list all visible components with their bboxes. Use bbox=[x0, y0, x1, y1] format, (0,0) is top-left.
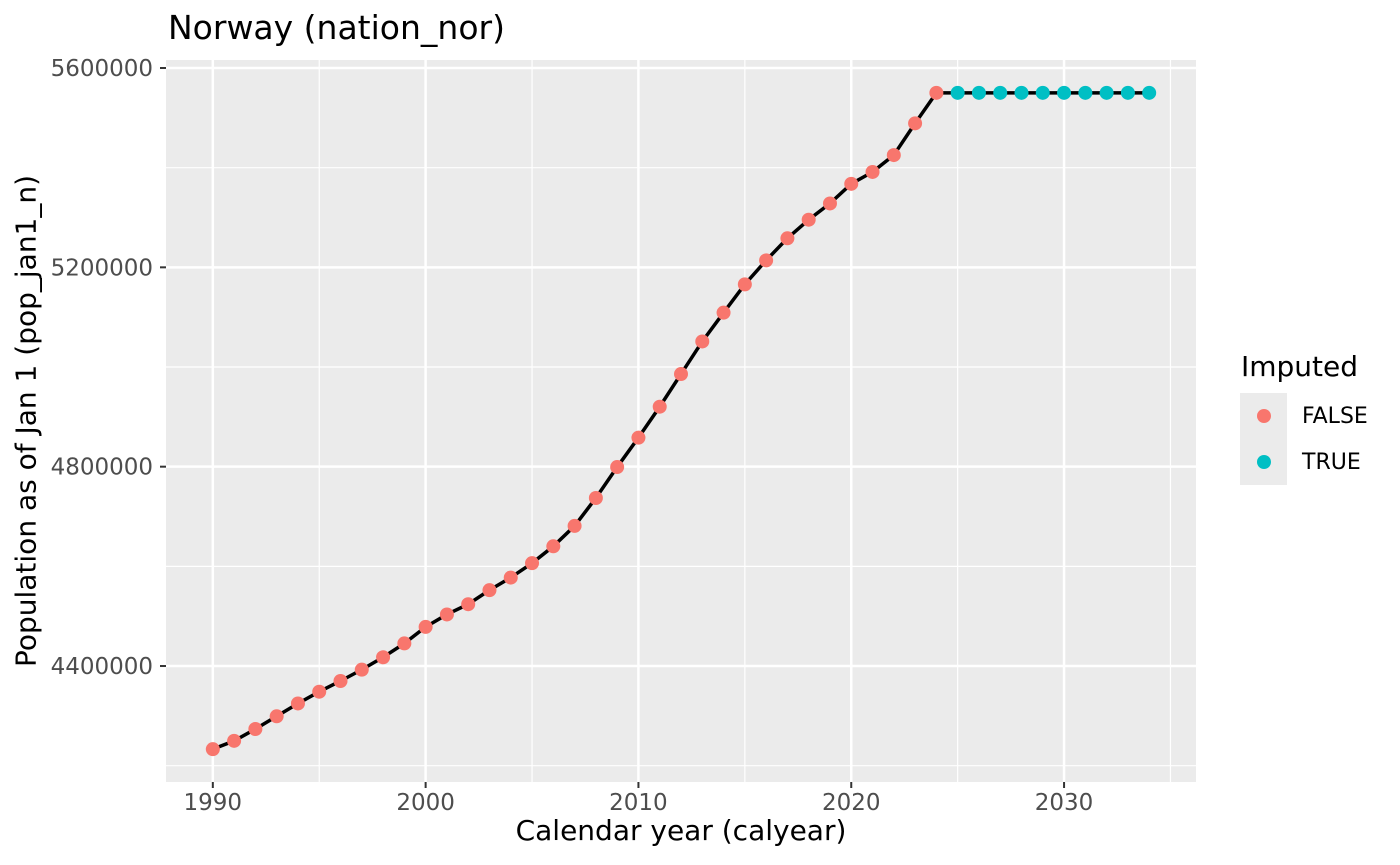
data-point bbox=[1099, 85, 1114, 100]
data-point bbox=[695, 334, 710, 349]
legend-label: FALSE bbox=[1302, 403, 1368, 429]
legend-dot-icon bbox=[1256, 455, 1271, 469]
legend-entry-false: FALSE bbox=[1240, 393, 1398, 439]
data-point bbox=[1035, 85, 1050, 100]
data-point bbox=[227, 733, 242, 748]
x-tick-labels: 1990 2000 2010 2020 2030 bbox=[184, 790, 1094, 816]
legend-label: TRUE bbox=[1302, 449, 1361, 475]
legend-key-false bbox=[1240, 393, 1287, 439]
data-point bbox=[525, 556, 540, 571]
x-tick-label: 2030 bbox=[1035, 790, 1094, 816]
legend-title: Imputed bbox=[1241, 350, 1359, 383]
y-tick-label: 5200000 bbox=[51, 255, 153, 281]
legend-dot-icon bbox=[1256, 409, 1271, 423]
data-point bbox=[1078, 85, 1093, 100]
data-point bbox=[908, 116, 923, 131]
data-point bbox=[567, 518, 582, 533]
panel-background bbox=[166, 60, 1196, 782]
plot-title: Norway (nation_nor) bbox=[168, 8, 505, 47]
data-point bbox=[844, 176, 859, 191]
x-tick-label: 2020 bbox=[822, 790, 881, 816]
data-point bbox=[886, 148, 901, 163]
data-point bbox=[397, 636, 412, 651]
data-point bbox=[716, 305, 731, 320]
data-point bbox=[1120, 85, 1135, 100]
data-point bbox=[801, 212, 816, 227]
legend: Imputed FALSE TRUE bbox=[1240, 350, 1398, 485]
data-point bbox=[439, 607, 454, 622]
data-point bbox=[333, 673, 348, 688]
data-point bbox=[503, 570, 518, 585]
data-point bbox=[461, 597, 476, 612]
data-point bbox=[376, 650, 391, 665]
data-point bbox=[674, 367, 688, 382]
x-axis-title: Calendar year (calyear) bbox=[515, 814, 847, 847]
grid-minor bbox=[166, 60, 1196, 782]
data-point bbox=[205, 742, 220, 757]
data-point bbox=[1142, 85, 1157, 100]
x-tick-label: 2000 bbox=[396, 790, 455, 816]
data-points-true bbox=[950, 85, 1157, 100]
data-point bbox=[929, 85, 944, 100]
data-point bbox=[971, 85, 986, 100]
data-point bbox=[1057, 85, 1072, 100]
data-point bbox=[865, 164, 880, 179]
data-point bbox=[822, 196, 837, 211]
data-point bbox=[993, 85, 1008, 100]
data-points-false bbox=[205, 85, 944, 757]
data-point bbox=[482, 583, 497, 598]
data-point bbox=[652, 399, 667, 414]
grid-major bbox=[166, 60, 1196, 782]
y-tick-label: 5600000 bbox=[51, 56, 153, 82]
data-point bbox=[290, 696, 305, 711]
data-point bbox=[354, 662, 369, 677]
data-point bbox=[546, 539, 561, 554]
data-point bbox=[759, 253, 774, 268]
y-tick-labels: 4400000 4800000 5200000 5600000 bbox=[51, 56, 153, 680]
y-tick-label: 4800000 bbox=[51, 455, 153, 481]
data-point bbox=[588, 490, 603, 505]
data-point bbox=[737, 277, 752, 292]
y-tick-label: 4400000 bbox=[51, 654, 153, 680]
data-point bbox=[780, 231, 795, 246]
data-point bbox=[418, 619, 433, 634]
x-tick-label: 1990 bbox=[184, 790, 243, 816]
data-point bbox=[631, 430, 646, 445]
data-point bbox=[248, 721, 263, 736]
axis-tick-marks bbox=[160, 67, 1066, 788]
data-point bbox=[269, 709, 284, 724]
data-point bbox=[610, 460, 625, 475]
data-point bbox=[950, 85, 965, 100]
legend-entries: FALSE TRUE bbox=[1240, 393, 1398, 485]
legend-key-true bbox=[1240, 439, 1287, 485]
x-tick-label: 2010 bbox=[609, 790, 668, 816]
data-point bbox=[1014, 85, 1029, 100]
data-point bbox=[312, 684, 327, 699]
legend-entry-true: TRUE bbox=[1240, 439, 1398, 485]
